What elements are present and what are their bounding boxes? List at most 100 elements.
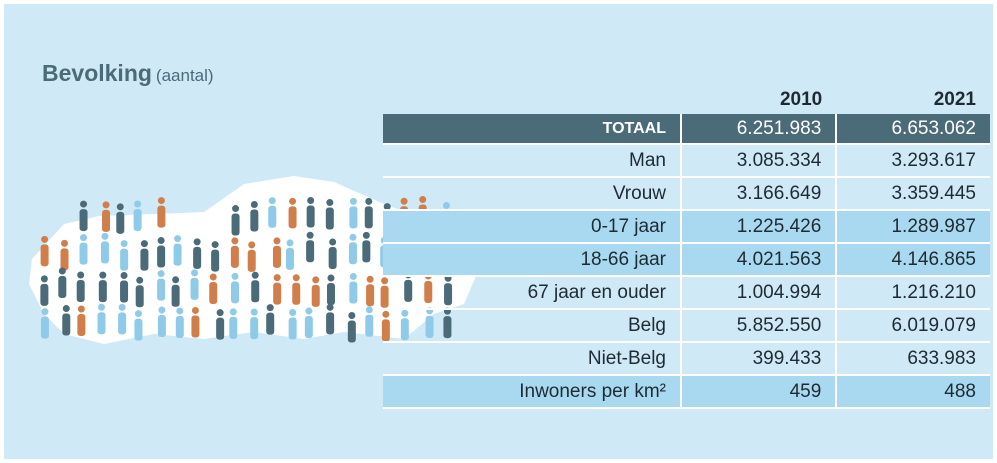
person-head	[209, 273, 217, 281]
person-body	[251, 280, 260, 303]
person-head	[348, 312, 356, 320]
person-body	[306, 205, 315, 228]
person-body	[311, 284, 320, 307]
person-body	[40, 283, 49, 306]
person-body	[306, 240, 315, 263]
person-head	[191, 269, 199, 277]
person-head	[116, 203, 124, 211]
person-head	[365, 197, 373, 205]
person-body	[134, 318, 143, 341]
person-head	[120, 272, 128, 280]
person-head	[98, 303, 106, 311]
cell: 1.216.210	[835, 276, 990, 310]
person-head	[349, 197, 357, 205]
cell: 3.293.617	[835, 144, 990, 178]
person-head	[80, 234, 88, 242]
person-body	[100, 241, 109, 264]
person-body	[328, 246, 337, 269]
person-body	[209, 282, 218, 305]
person-body	[231, 281, 240, 304]
person-body	[97, 312, 106, 335]
person-head	[289, 197, 297, 205]
person-body	[273, 282, 282, 305]
person-head	[157, 270, 165, 278]
person-body	[120, 280, 129, 303]
person-body	[102, 209, 111, 232]
table-row: Inwoners per km² 459 488	[383, 375, 990, 409]
header-empty	[383, 86, 681, 114]
column-header: 2010	[779, 89, 823, 110]
row-label: 18-66 jaar	[383, 243, 681, 277]
person-head	[134, 200, 142, 208]
person-head	[349, 233, 357, 241]
person-body	[157, 278, 166, 301]
person-body	[366, 284, 375, 307]
row-label: 0-17 jaar	[383, 210, 681, 244]
person-head	[327, 274, 335, 282]
person-head	[61, 239, 69, 247]
person-body	[216, 317, 225, 340]
person-head	[101, 232, 109, 240]
person-body	[77, 314, 86, 337]
cell: 3.085.334	[679, 144, 837, 178]
person-body	[40, 244, 49, 267]
cell: 6.019.079	[835, 309, 990, 343]
table-row: 0-17 jaar 1.225.426 1.289.987	[383, 210, 990, 244]
person-head	[232, 205, 240, 213]
person-head	[286, 239, 294, 247]
person-body	[364, 206, 373, 229]
person-body	[266, 312, 275, 335]
person-head	[305, 307, 313, 315]
person-body	[231, 213, 240, 236]
cell: 399.433	[679, 342, 837, 376]
person-body	[58, 276, 67, 299]
cell: 488	[835, 375, 990, 409]
person-body	[171, 284, 180, 307]
row-label: TOTAAL	[383, 114, 681, 145]
person-head	[326, 303, 334, 311]
person-body	[347, 320, 356, 343]
cell: 6.251.983	[679, 114, 837, 145]
person-body	[250, 317, 259, 340]
person-body	[98, 280, 107, 303]
person-head	[292, 274, 300, 282]
person-body	[135, 285, 144, 308]
person-head	[268, 197, 276, 205]
person-head	[134, 310, 142, 318]
table-row: Man 3.085.334 3.293.617	[383, 144, 990, 178]
person-head	[349, 272, 357, 280]
person-head	[120, 240, 128, 248]
person-head	[158, 306, 166, 314]
person-head	[157, 237, 165, 245]
cell: 4.021.563	[679, 243, 837, 277]
person-head	[172, 276, 180, 284]
person-body	[191, 315, 200, 338]
table-body: TOTAAL 6.251.983 6.653.062 Man 3.085.334 3.29…	[383, 114, 990, 409]
person-head	[329, 238, 337, 246]
person-body	[175, 315, 184, 338]
table-row: Niet-Belg 399.433 633.983	[383, 342, 990, 376]
person-head	[174, 235, 182, 243]
person-head	[77, 271, 85, 279]
person-body	[190, 277, 199, 300]
cell: 4.146.865	[835, 243, 990, 277]
cell: 3.359.445	[835, 177, 990, 211]
person-body	[325, 207, 334, 230]
cell: 459	[679, 375, 837, 409]
person-head	[102, 201, 110, 209]
person-head	[62, 305, 70, 313]
person-head	[250, 201, 258, 209]
person-head	[140, 240, 148, 248]
person-head	[40, 275, 48, 283]
subtitle: (aantal)	[155, 66, 214, 85]
cell: 1.004.994	[679, 276, 837, 310]
person-head	[118, 303, 126, 311]
title-block: Bevolking (aantal)	[42, 60, 214, 87]
table-row: Vrouw 3.166.649 3.359.445	[383, 177, 990, 211]
person-body	[230, 245, 239, 268]
person-head	[326, 199, 334, 207]
person-body	[268, 205, 277, 228]
data-table: 2010 2021 TOTAAL 6.251.983 6.653.062 Man 3.08…	[383, 86, 990, 409]
cell: 1.289.987	[835, 210, 990, 244]
person-body	[120, 248, 129, 271]
